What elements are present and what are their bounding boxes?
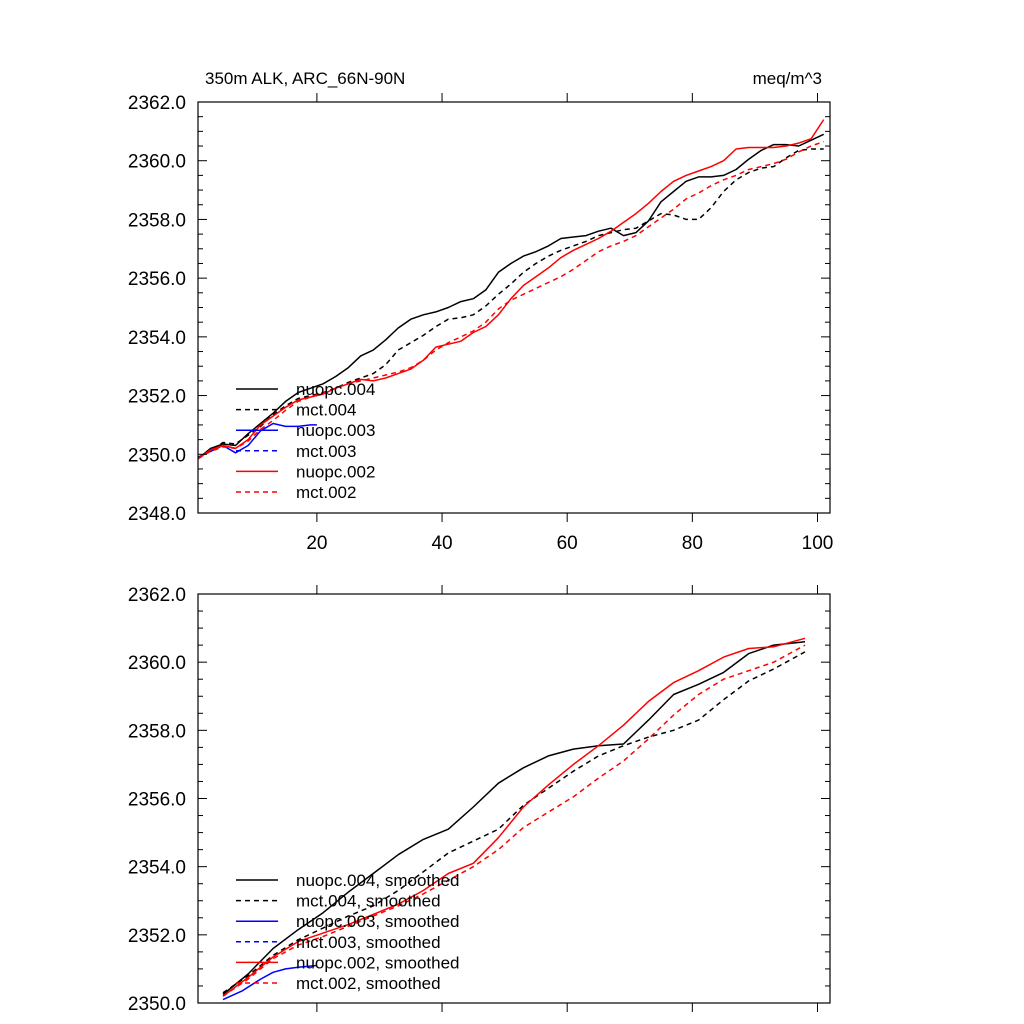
legend-label: nuopc.002 [296,462,375,481]
x-tick-label: 40 [431,533,452,554]
x-tick-label: 60 [557,533,578,554]
series-line-nuopc-004 [197,133,825,460]
legend-label: nuopc.004 [296,380,375,399]
legend-label: nuopc.003 [296,421,375,440]
x-tick-label: 80 [682,533,703,554]
legend-label: mct.002, smoothed [296,974,441,993]
y-tick-label: 2350.0 [128,445,186,466]
series-line-mct-002 [197,140,824,460]
y-tick-label: 2352.0 [128,926,186,947]
series-line-nuopc-002-smoothed [222,637,806,997]
chart-title: 350m ALK, ARC_66N-90N [205,69,405,88]
y-tick-label: 2352.0 [128,387,186,408]
legend-label: mct.004, smoothed [296,892,441,911]
series-line-nuopc-002 [197,119,825,460]
legend-label: mct.004 [296,401,356,420]
y-tick-label: 2354.0 [128,858,186,879]
series-line-mct-004 [197,148,824,460]
y-tick-label: 2356.0 [128,269,186,290]
top-panel: 2348.0 2350.0 2352.0 2354.0 2356.0 2358.0 2360… [128,93,833,554]
y-tick-label: 2360.0 [128,653,186,674]
axes: 2348.0 2350.0 2352.0 2354.0 2356.0 2358.0 2360… [128,93,833,554]
series-lines [197,119,825,460]
y-tick-label: 2354.0 [128,328,186,349]
series-line-nuopc-003-smoothed [222,964,317,1001]
series-lines [222,637,806,1001]
legend-label: mct.002 [296,483,356,502]
y-tick-label: 2362.0 [128,585,186,606]
legend-label: nuopc.004, smoothed [296,871,460,890]
plot-frame [197,593,831,1004]
series-line-nuopc-004-smoothed [222,640,806,996]
plot-frame [197,101,831,514]
legend-label: nuopc.003, smoothed [296,912,460,931]
y-tick-label: 2358.0 [128,210,186,231]
y-tick-label: 2362.0 [128,93,186,114]
y-tick-label: 2356.0 [128,790,186,811]
axes: 2350.0 2352.0 2354.0 2356.0 2358.0 2360.0 2362… [128,585,830,1015]
units-label: meq/m^3 [753,69,822,88]
y-tick-label: 2348.0 [128,504,186,525]
y-tick-label: 2358.0 [128,721,186,742]
legend-label: mct.003 [296,442,356,461]
legend-label: mct.003, smoothed [296,933,441,952]
legend-label: nuopc.002, smoothed [296,953,460,972]
series-line-mct-004-smoothed [222,651,806,994]
bottom-panel: 2350.0 2352.0 2354.0 2356.0 2358.0 2360.0 2362… [128,585,831,1015]
x-tick-label: 100 [802,533,834,554]
y-tick-label: 2350.0 [128,994,186,1015]
y-tick-label: 2360.0 [128,152,186,173]
x-tick-label: 20 [306,533,327,554]
